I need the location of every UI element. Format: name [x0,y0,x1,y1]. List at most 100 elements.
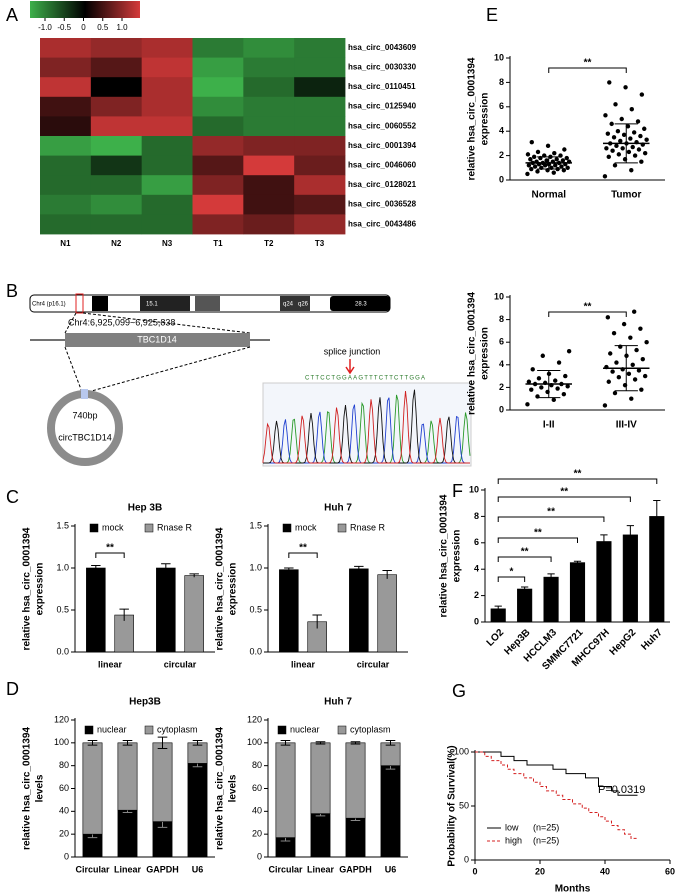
data-point [529,166,534,172]
y-tick-label: 0 [499,404,504,414]
bar [596,541,612,623]
heat-cell [90,194,143,215]
bar-segment [187,763,208,858]
data-point [525,402,530,407]
bar [279,569,299,653]
locus-box [75,293,84,314]
y-tick-label: 0.0 [249,646,262,656]
bar [569,562,586,623]
y-axis-label: relative hsa_circ_0001394 [439,494,450,617]
legend-label: cytoplasm [350,724,391,734]
circ-name: circTBC1D14 [58,432,112,442]
y-tick-label: 2 [499,150,504,160]
x-tick-label: 40 [600,866,610,876]
bar [543,576,559,623]
data-point [642,126,647,131]
panel-label: C [6,487,19,507]
error-bar [91,564,101,571]
chart-title: Huh 7 [324,697,352,708]
x-tick-label: I-II [543,420,555,431]
data-point [605,131,611,136]
legend-label: Rnase R [350,522,386,532]
heat-cell [141,136,193,156]
exon [65,333,250,347]
y-tick-label: 80 [59,760,69,770]
y-axis-label: relative hsa_circ_0001394 [467,57,478,180]
data-point [566,349,572,354]
significance-label: ** [574,469,582,480]
data-point [602,174,608,179]
y-tick-label: 8 [474,511,479,521]
significance-bracket [95,552,125,558]
data-point [642,373,648,379]
band [140,296,190,311]
y-axis-label: relative hsa_circ_0001394 [22,727,33,850]
error-bar [284,567,294,572]
error-bar [192,740,203,746]
y-tick-label: 50 [459,800,469,810]
chart-title: Hep3B [129,697,161,708]
bar-segment [310,742,331,814]
gene-label: TBC1D14 [137,334,177,344]
row-label: hsa_circ_0110451 [348,82,416,91]
legend-swatch [89,523,99,533]
heat-cell [90,57,143,78]
y-tick-label: 120 [54,714,69,724]
column-label: N2 [111,239,122,248]
data-point [545,143,551,149]
data-point [564,155,569,161]
heat-cell [141,155,193,176]
data-point [603,113,608,118]
significance-bracket [548,67,627,73]
error-bar [385,740,396,746]
heat-cell [243,96,295,117]
heat-cell [243,57,295,78]
x-tick-label: 20 [535,866,545,876]
data-point [559,164,564,169]
heat-cell [294,96,346,117]
data-point [629,168,634,173]
legend-n: (n=25) [533,822,559,832]
column-label: T3 [315,239,325,248]
data-point [621,321,627,327]
data-point [554,157,559,162]
y-axis-label: levels [35,774,46,802]
data-point [629,107,634,112]
heat-cell [243,38,295,58]
heat-cell [90,116,143,137]
data-point [528,157,533,162]
data-point [612,163,618,168]
bar-segment [82,742,103,835]
x-tick-label: III-IV [616,420,637,431]
y-tick-label: 6 [474,537,479,547]
sd-bar [614,345,638,392]
junction-label: splice junction [324,346,381,356]
significance-label: ** [521,547,529,558]
data-point [525,152,531,157]
panel-label: G [452,681,466,701]
x-tick-label: Normal [532,190,567,201]
data-point [638,326,643,331]
data-point [615,129,621,134]
column-label: T2 [264,239,274,248]
data-point [625,124,631,129]
x-tick-label: Circular [268,864,303,874]
y-tick-label: 8 [499,77,504,87]
data-point [563,373,568,379]
y-axis-label: expression [35,563,46,616]
data-point [640,356,645,362]
data-point [532,164,538,169]
significance-label: ** [547,507,555,518]
data-point [604,146,609,151]
data-point [609,121,614,127]
heat-cell [294,116,346,137]
y-tick-label: 10 [494,52,504,62]
y-tick-label: 100 [54,737,69,747]
circ-size: 740bp [72,410,97,420]
row-label: hsa_circ_0001394 [348,141,417,150]
bar [156,567,176,653]
significance-bracket [497,516,605,522]
data-point [616,152,622,157]
data-point [644,340,649,345]
column-label: T1 [213,239,223,248]
